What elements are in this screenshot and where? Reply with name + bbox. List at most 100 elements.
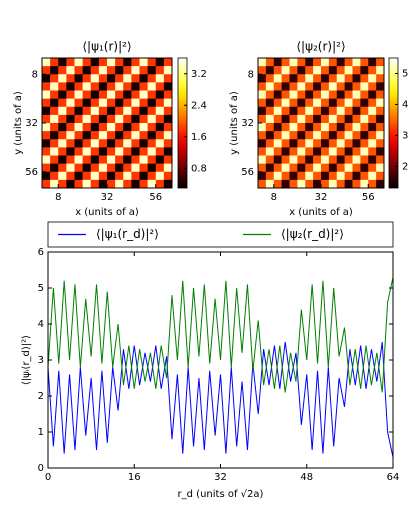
heatmap-cell bbox=[360, 163, 369, 173]
heatmap-cell bbox=[273, 147, 282, 156]
heatmap-cell bbox=[82, 74, 92, 83]
heatmap-cell bbox=[328, 131, 338, 140]
heatmap-cell bbox=[321, 90, 330, 99]
x-tick-label: 48 bbox=[300, 472, 313, 483]
heatmap-cell bbox=[344, 163, 353, 173]
heatmap-cell bbox=[344, 114, 353, 124]
heatmap-cell bbox=[305, 74, 314, 83]
heatmap-cell bbox=[147, 90, 157, 99]
heatmap-cell bbox=[155, 171, 165, 181]
heatmap-cell bbox=[258, 90, 267, 99]
heatmap-cell bbox=[258, 58, 267, 67]
heatmap-cell bbox=[155, 163, 165, 173]
heatmap-cell bbox=[344, 147, 353, 156]
heatmap-cell bbox=[139, 114, 148, 124]
heatmap-cell bbox=[163, 155, 173, 164]
heatmap-cell bbox=[58, 98, 67, 108]
heatmap-cell bbox=[74, 163, 83, 173]
legend-label: ⟨|ψ₂(r_d)|²⟩ bbox=[281, 227, 344, 241]
heatmap-cell bbox=[115, 66, 124, 75]
heatmap-cell bbox=[297, 171, 306, 181]
heatmap-cell bbox=[66, 66, 75, 75]
heatmap-cell bbox=[131, 114, 140, 124]
heatmap-cell bbox=[115, 90, 124, 99]
heatmap-cell bbox=[82, 123, 92, 132]
heatmap-cell bbox=[265, 74, 275, 83]
x-tick-label: 56 bbox=[149, 192, 162, 203]
heatmap-cell bbox=[328, 179, 338, 189]
heatmap-cell bbox=[115, 131, 124, 140]
legend-label: ⟨|ψ₁(r_d)|²⟩ bbox=[96, 227, 159, 241]
heatmap-cell bbox=[42, 163, 51, 173]
heatmap-cell bbox=[336, 98, 345, 108]
heatmap-cell bbox=[352, 114, 361, 124]
heatmap-cell bbox=[98, 171, 108, 181]
heatmap-cell bbox=[344, 90, 353, 99]
heatmap-cell bbox=[258, 139, 267, 148]
heatmap-cell bbox=[344, 74, 353, 83]
heatmap-cell bbox=[139, 66, 148, 75]
heatmap-cell bbox=[273, 98, 282, 108]
heatmap-cell bbox=[155, 74, 165, 83]
heatmap-cell bbox=[297, 90, 306, 99]
heatmap-cell bbox=[42, 171, 51, 181]
heatmap-cell bbox=[107, 90, 116, 99]
heatmap-cell bbox=[321, 114, 330, 124]
colorbar-tick-label: 2.4 bbox=[191, 100, 207, 111]
heatmap-cell bbox=[368, 155, 377, 164]
heatmap-cell bbox=[313, 82, 322, 91]
heatmap-cell bbox=[139, 139, 148, 148]
heatmap-cell bbox=[297, 98, 306, 108]
heatmap-cell bbox=[305, 131, 314, 140]
legend-box bbox=[47, 221, 394, 248]
x-tick-label: 32 bbox=[214, 472, 227, 483]
heatmap-cell bbox=[297, 123, 306, 132]
heatmap-cell bbox=[50, 147, 59, 156]
heatmap-cell bbox=[82, 66, 92, 75]
heatmap-cell bbox=[58, 82, 67, 91]
heatmap-cell bbox=[163, 139, 173, 148]
heatmap-cell bbox=[313, 58, 322, 67]
heatmap-cell bbox=[313, 74, 322, 83]
heatmap-cell bbox=[328, 82, 338, 91]
heatmap-cell bbox=[147, 179, 157, 189]
heatmap-cell bbox=[123, 123, 132, 132]
heatmap-cell bbox=[50, 179, 59, 189]
heatmap-cell bbox=[258, 147, 267, 156]
heatmap-cell bbox=[360, 131, 369, 140]
heatmap-cell bbox=[289, 155, 298, 164]
heatmap-cell bbox=[281, 74, 290, 83]
heatmap-cell bbox=[265, 171, 275, 181]
heatmap-cell bbox=[42, 179, 51, 189]
heatmap-cell bbox=[139, 179, 148, 189]
heatmap-cell bbox=[376, 139, 385, 148]
heatmap-cell bbox=[313, 114, 322, 124]
heatmap-cell bbox=[98, 139, 108, 148]
y-axis-label: y (units of a) bbox=[229, 91, 240, 155]
heatmap-cell bbox=[74, 66, 83, 75]
heatmap-cell bbox=[115, 114, 124, 124]
heatmap-cell bbox=[98, 106, 108, 116]
heatmap-cell bbox=[98, 131, 108, 140]
heatmap-cell bbox=[66, 98, 75, 108]
heatmap-cell bbox=[131, 139, 140, 148]
heatmap-cell bbox=[336, 74, 345, 83]
heatmap-cell bbox=[289, 139, 298, 148]
heatmap-cell bbox=[74, 90, 83, 99]
heatmap-cell bbox=[90, 139, 100, 148]
heatmap-cell bbox=[328, 139, 338, 148]
heatmap-cell bbox=[131, 155, 140, 164]
heatmap-cell bbox=[360, 98, 369, 108]
colorbar bbox=[177, 57, 188, 189]
heatmap-cell bbox=[281, 66, 290, 75]
heatmap-cell bbox=[273, 171, 282, 181]
heatmap-cell bbox=[139, 163, 148, 173]
heatmap-cell bbox=[58, 147, 67, 156]
heatmap-cell bbox=[139, 171, 148, 181]
heatmap-cell bbox=[321, 147, 330, 156]
heatmap-cell bbox=[139, 58, 148, 67]
heatmap-cell bbox=[50, 139, 59, 148]
heatmap-cell bbox=[328, 74, 338, 83]
heatmap-cell bbox=[98, 179, 108, 189]
heatmap-cell bbox=[321, 155, 330, 164]
